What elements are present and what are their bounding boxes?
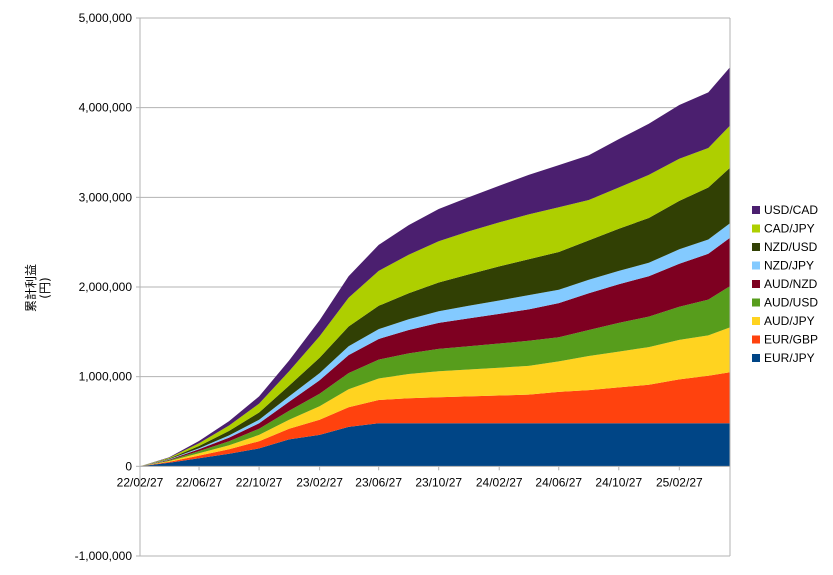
legend-swatch-nzd-usd bbox=[752, 243, 760, 251]
area-aud-jpy bbox=[140, 327, 730, 467]
x-tick-label: 24/10/27 bbox=[595, 475, 642, 489]
legend-label-eur-jpy: EUR/JPY bbox=[764, 351, 815, 365]
x-tick-labels: 22/02/27 22/06/27 22/10/27 23/02/27 23/06/27… bbox=[117, 466, 703, 489]
y-tick-label: 5,000,000 bbox=[79, 11, 133, 25]
legend-label-eur-gbp: EUR/GBP bbox=[764, 333, 818, 347]
legend-label-nzd-jpy: NZD/JPY bbox=[764, 259, 814, 273]
y-axis-unit: (円) bbox=[38, 277, 52, 298]
series-areas bbox=[140, 67, 730, 467]
legend-label-aud-nzd: AUD/NZD bbox=[764, 277, 818, 291]
area-nzd-jpy bbox=[140, 223, 730, 467]
x-tick-label: 22/02/27 bbox=[117, 475, 164, 489]
x-tick-label: 22/10/27 bbox=[236, 475, 283, 489]
y-axis-label: 累計利益 bbox=[23, 264, 38, 312]
legend-label-cad-jpy: CAD/JPY bbox=[764, 222, 815, 236]
legend: USD/CAD CAD/JPY NZD/USD NZD/JPY AUD/NZD AUD/U… bbox=[752, 203, 818, 365]
x-tick-label: 24/02/27 bbox=[476, 475, 523, 489]
legend-label-aud-jpy: AUD/JPY bbox=[764, 314, 815, 328]
y-tick-label: 2,000,000 bbox=[79, 280, 133, 294]
x-tick-label: 23/10/27 bbox=[415, 475, 462, 489]
area-nzd-usd bbox=[140, 167, 730, 467]
y-tick-label: 1,000,000 bbox=[79, 370, 133, 384]
y-tick-label: -1,000,000 bbox=[75, 549, 133, 563]
legend-swatch-aud-nzd bbox=[752, 280, 760, 288]
legend-label-nzd-usd: NZD/USD bbox=[764, 240, 818, 254]
legend-swatch-eur-jpy bbox=[752, 354, 760, 362]
y-tick-label: 3,000,000 bbox=[79, 190, 133, 204]
area-eur-gbp bbox=[140, 372, 730, 467]
legend-swatch-usd-cad bbox=[752, 206, 760, 214]
x-tick-label: 24/06/27 bbox=[535, 475, 582, 489]
legend-swatch-cad-jpy bbox=[752, 224, 760, 233]
x-tick-label: 25/02/27 bbox=[656, 475, 703, 489]
legend-swatch-eur-gbp bbox=[752, 335, 760, 344]
legend-swatch-nzd-jpy bbox=[752, 261, 760, 270]
legend-swatch-aud-jpy bbox=[752, 317, 760, 325]
area-usd-cad bbox=[140, 67, 730, 467]
y-tick-label: 4,000,000 bbox=[79, 101, 133, 115]
x-tick-label: 23/02/27 bbox=[296, 475, 343, 489]
legend-swatch-aud-usd bbox=[752, 298, 760, 307]
y-tick-labels: -1,000,000 0 1,000,000 2,000,000 3,000,000 4,… bbox=[75, 11, 140, 563]
legend-label-usd-cad: USD/CAD bbox=[764, 203, 818, 217]
area-aud-nzd bbox=[140, 237, 730, 467]
area-eur-jpy bbox=[140, 423, 730, 467]
x-tick-label: 23/06/27 bbox=[355, 475, 402, 489]
legend-label-aud-usd: AUD/USD bbox=[764, 296, 818, 310]
y-tick-label: 0 bbox=[125, 459, 132, 473]
x-tick-label: 22/06/27 bbox=[176, 475, 223, 489]
area-cad-jpy bbox=[140, 125, 730, 467]
